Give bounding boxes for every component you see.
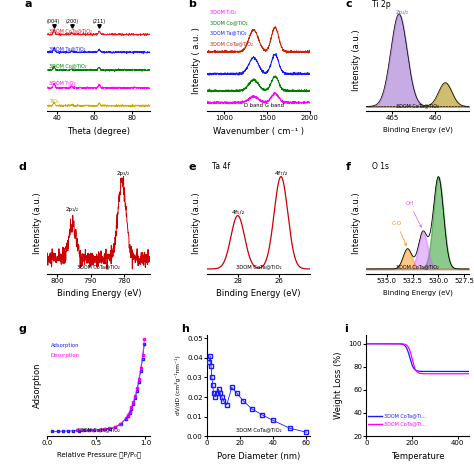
Text: 3DOM CoTa@Ti...: 3DOM CoTa@Ti...: [384, 421, 426, 427]
Text: d: d: [18, 162, 27, 172]
Text: 2p₁/₂: 2p₁/₂: [66, 207, 79, 212]
Text: (004): (004): [47, 19, 60, 24]
Text: 3DOM CoTa@TiO₂: 3DOM CoTa@TiO₂: [236, 427, 281, 432]
Text: g: g: [18, 325, 27, 335]
Text: 3DOM CoTa@TiO₂: 3DOM CoTa@TiO₂: [396, 103, 439, 108]
Text: 3DOM Co@TiO₂: 3DOM Co@TiO₂: [210, 21, 247, 26]
Text: O 1s: O 1s: [372, 162, 389, 171]
X-axis label: Binding Energy (eV): Binding Energy (eV): [383, 289, 453, 296]
X-axis label: Pore Diameter (nm): Pore Diameter (nm): [217, 452, 300, 461]
Text: 3DOM CoTa@TiO₂: 3DOM CoTa@TiO₂: [77, 264, 120, 270]
Text: c: c: [346, 0, 352, 9]
X-axis label: Wavenumber ( cm⁻¹ ): Wavenumber ( cm⁻¹ ): [213, 127, 304, 136]
Text: 3DOM TiO₂: 3DOM TiO₂: [49, 82, 75, 86]
Text: 3DOM CoTa@TiO₂: 3DOM CoTa@TiO₂: [236, 264, 281, 270]
X-axis label: Temperature: Temperature: [391, 452, 445, 461]
Y-axis label: Intensity (a.u.): Intensity (a.u.): [352, 29, 361, 91]
Text: 3DOM CoTa@TiO₂: 3DOM CoTa@TiO₂: [210, 41, 253, 46]
X-axis label: Relative Pressure （P/P₀）: Relative Pressure （P/P₀）: [57, 452, 141, 458]
Text: Desorption: Desorption: [51, 353, 79, 358]
Text: (211): (211): [92, 19, 106, 24]
X-axis label: Binding Energy (eV): Binding Energy (eV): [56, 289, 141, 298]
X-axis label: Binding Energy (eV): Binding Energy (eV): [383, 127, 453, 133]
Text: Ti 2p: Ti 2p: [372, 0, 390, 9]
Text: 3DOM CoTa@TiO₂: 3DOM CoTa@TiO₂: [49, 28, 92, 33]
Text: TiO₂: TiO₂: [49, 99, 59, 104]
Text: b: b: [188, 0, 196, 9]
Text: 4f₇/₂: 4f₇/₂: [274, 171, 288, 175]
Text: 3DOM TiO₂: 3DOM TiO₂: [210, 10, 236, 16]
Y-axis label: Intensity (a.u.): Intensity (a.u.): [33, 192, 42, 254]
Text: 3DOM CoTa@TiO₂: 3DOM CoTa@TiO₂: [396, 264, 439, 270]
Text: 3DOM CoTa@Ti...: 3DOM CoTa@Ti...: [384, 413, 426, 418]
Y-axis label: Adsorption: Adsorption: [33, 363, 42, 408]
Text: Ta 4f: Ta 4f: [212, 162, 230, 171]
X-axis label: Theta (degree): Theta (degree): [67, 127, 130, 136]
Text: C-O: C-O: [392, 221, 406, 246]
Text: a: a: [25, 0, 32, 9]
Text: D band: D band: [244, 103, 263, 108]
Text: 4f₅/₂: 4f₅/₂: [231, 210, 244, 215]
Text: 2p₁/₂: 2p₁/₂: [396, 10, 409, 15]
X-axis label: Binding Energy (eV): Binding Energy (eV): [216, 289, 301, 298]
Text: 3DOM Ta@TiO₂: 3DOM Ta@TiO₂: [49, 46, 86, 51]
Text: OH: OH: [405, 201, 421, 227]
Text: e: e: [188, 162, 196, 172]
Text: G band: G band: [265, 103, 284, 108]
Text: 2p₃/₂: 2p₃/₂: [117, 171, 130, 176]
Y-axis label: Intensity (a.u.): Intensity (a.u.): [192, 192, 201, 254]
Text: 3DOM Co@TiO₂: 3DOM Co@TiO₂: [49, 64, 87, 69]
Text: i: i: [344, 325, 347, 335]
Y-axis label: Intensity ( a.u. ): Intensity ( a.u. ): [192, 27, 201, 94]
Y-axis label: dV/dD (cm³g⁻¹nm⁻¹): dV/dD (cm³g⁻¹nm⁻¹): [175, 356, 182, 415]
Y-axis label: Intensity (a.u.): Intensity (a.u.): [352, 192, 361, 254]
Text: h: h: [181, 325, 189, 335]
Text: 3DOM CoTa@TiO₂: 3DOM CoTa@TiO₂: [77, 427, 120, 432]
Text: (200): (200): [65, 19, 78, 24]
Text: 3DOM Ta@TiO₂: 3DOM Ta@TiO₂: [210, 31, 246, 36]
Text: Adsorption: Adsorption: [51, 343, 79, 347]
Text: f: f: [346, 162, 351, 172]
Y-axis label: Weight Loss (%): Weight Loss (%): [334, 352, 343, 419]
